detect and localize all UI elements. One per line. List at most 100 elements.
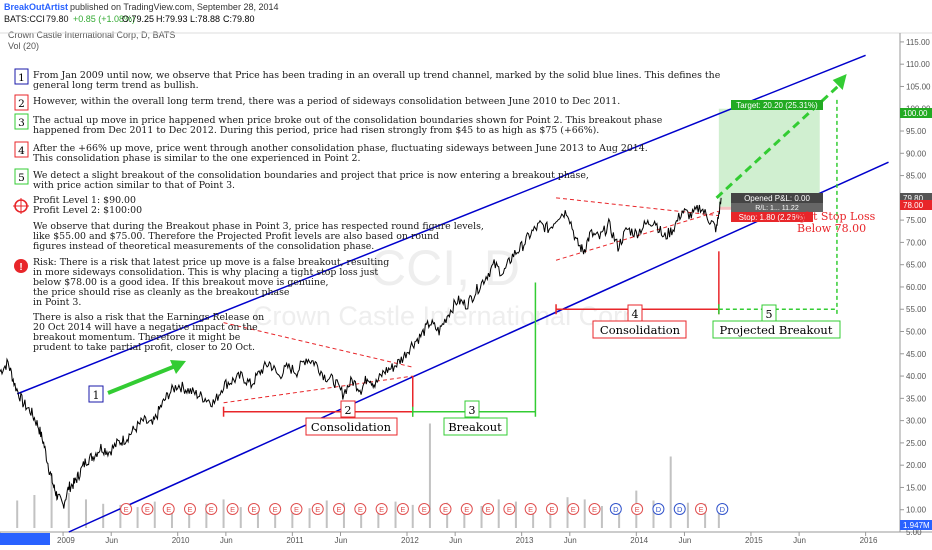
- earnings-marker[interactable]: [503, 503, 516, 515]
- volume-bar: [291, 506, 294, 528]
- y-tick-label: 50.00: [906, 328, 927, 337]
- target-price-tag-text: 100.00: [903, 109, 928, 118]
- volume-bar: [308, 508, 311, 528]
- target-tag[interactable]: [731, 100, 823, 110]
- note-number-n5: 5: [18, 172, 25, 184]
- target-text: Target: 20.20 (25.31%): [736, 101, 818, 110]
- projection-arrowhead: [832, 74, 847, 91]
- label-box-breakout: [443, 417, 508, 436]
- earnings-marker[interactable]: [482, 503, 495, 515]
- target-zone[interactable]: [718, 108, 820, 207]
- earnings-marker[interactable]: [141, 503, 154, 515]
- earnings-marker[interactable]: [247, 503, 260, 515]
- earnings-marker-label: D: [613, 505, 619, 514]
- risk-line: the price should rise as cleanly as the …: [33, 287, 290, 298]
- published-text: published on TradingView.com, September …: [70, 2, 278, 12]
- risk-line: Risk: There is a risk that latest price …: [33, 257, 389, 268]
- y-tick-label: 110.00: [906, 60, 930, 69]
- opened-tag[interactable]: [731, 193, 823, 203]
- earnings-marker-label: E: [294, 505, 299, 514]
- stop-tag[interactable]: [731, 212, 813, 222]
- volume-bar: [67, 492, 70, 528]
- volume-label: Vol (20): [8, 41, 39, 51]
- consolidation-line[interactable]: [223, 375, 413, 404]
- label-2: 2: [345, 404, 352, 417]
- y-tick-label: 55.00: [906, 305, 927, 314]
- volume-bar: [514, 501, 517, 528]
- earnings-line: 20 Oct 2014 will have a negative impact …: [33, 322, 258, 333]
- earnings-marker[interactable]: [588, 503, 601, 515]
- volume-bar: [239, 507, 242, 528]
- volume-bar: [342, 502, 345, 528]
- consolidation-line[interactable]: [223, 322, 413, 368]
- y-tick-label: 60.00: [906, 283, 927, 292]
- projection-arrow[interactable]: [715, 80, 844, 199]
- earnings-marker[interactable]: [162, 503, 175, 515]
- earnings-marker[interactable]: [716, 503, 729, 515]
- note-line-n2: However, within the overall long term tr…: [33, 96, 620, 107]
- earnings-marker-label: E: [358, 505, 363, 514]
- upper-channel-line[interactable]: [16, 54, 866, 395]
- label-box-1: [88, 385, 104, 403]
- earnings-marker[interactable]: [205, 503, 218, 515]
- price-series: [0, 197, 722, 509]
- earnings-marker[interactable]: [183, 503, 196, 515]
- volume-bar: [600, 506, 603, 528]
- earnings-marker[interactable]: [460, 503, 473, 515]
- earnings-line: breakout momentum. Therefore it might be: [33, 332, 241, 343]
- earnings-line: prudent to take partial profit, closer t…: [33, 342, 255, 353]
- volume-bar: [480, 506, 483, 528]
- volume-bar: [618, 503, 621, 528]
- earnings-marker[interactable]: [524, 503, 537, 515]
- watermark-ticker: CCI, D: [370, 240, 520, 296]
- earnings-marker[interactable]: [439, 503, 452, 515]
- risk-line: in Point 3.: [33, 297, 81, 308]
- risk-line: below $78.00 is a good idea. If this bre…: [33, 277, 329, 288]
- volume-bar: [652, 500, 655, 528]
- volume-bar: [153, 501, 156, 528]
- earnings-marker[interactable]: [354, 503, 367, 515]
- x-tick-label: 2009: [57, 536, 75, 545]
- earnings-marker[interactable]: [567, 503, 580, 515]
- y-tick-label: 30.00: [906, 417, 927, 426]
- x-tick-label: Jun: [678, 536, 691, 545]
- trend-channel[interactable]: [16, 54, 889, 533]
- last-price-tag-text: 79.80: [903, 194, 924, 203]
- earnings-marker-label: D: [677, 505, 683, 514]
- note-line-n5: We detect a slight breakout of the conso…: [33, 170, 589, 181]
- volume-bar: [50, 475, 53, 528]
- note-box-n2: [14, 94, 29, 111]
- earnings-marker[interactable]: [545, 503, 558, 515]
- earnings-marker[interactable]: [226, 503, 239, 515]
- note-line-n3: The actual up move in price happened whe…: [33, 115, 663, 126]
- volume-bar: [274, 509, 277, 528]
- earnings-marker[interactable]: [269, 503, 282, 515]
- earnings-marker[interactable]: [333, 503, 346, 515]
- earnings-marker[interactable]: [695, 503, 708, 515]
- earnings-marker[interactable]: [375, 503, 388, 515]
- earnings-line: There is also a risk that the Earnings R…: [33, 312, 264, 323]
- lower-channel-line[interactable]: [68, 161, 889, 533]
- author-name[interactable]: BreakOutArtist: [4, 2, 68, 12]
- label-box-consolidation-4: [592, 320, 687, 339]
- earnings-marker[interactable]: [396, 503, 409, 515]
- volume-bar: [325, 500, 328, 528]
- pl-tag: [731, 203, 823, 212]
- time-axis[interactable]: 2008-06-022009Jun2010Jun2011Jun2012Jun20…: [0, 532, 878, 545]
- earnings-marker[interactable]: [311, 503, 324, 515]
- earnings-marker[interactable]: [631, 503, 644, 515]
- earnings-marker[interactable]: [609, 503, 622, 515]
- label-box-projected: [712, 320, 841, 339]
- symbol-label: BATS:CCI: [4, 14, 45, 24]
- earnings-marker[interactable]: [290, 503, 303, 515]
- y-tick-label: 15.00: [906, 483, 927, 492]
- opened-text: Opened P&L: 0.00: [744, 194, 810, 203]
- y-tick-label: 35.00: [906, 394, 927, 403]
- earnings-marker[interactable]: [652, 503, 665, 515]
- earnings-marker-label: E: [230, 505, 235, 514]
- earnings-marker[interactable]: [673, 503, 686, 515]
- earnings-marker[interactable]: [418, 503, 431, 515]
- y-tick-label: 105.00: [906, 82, 931, 91]
- earnings-marker[interactable]: [120, 503, 133, 515]
